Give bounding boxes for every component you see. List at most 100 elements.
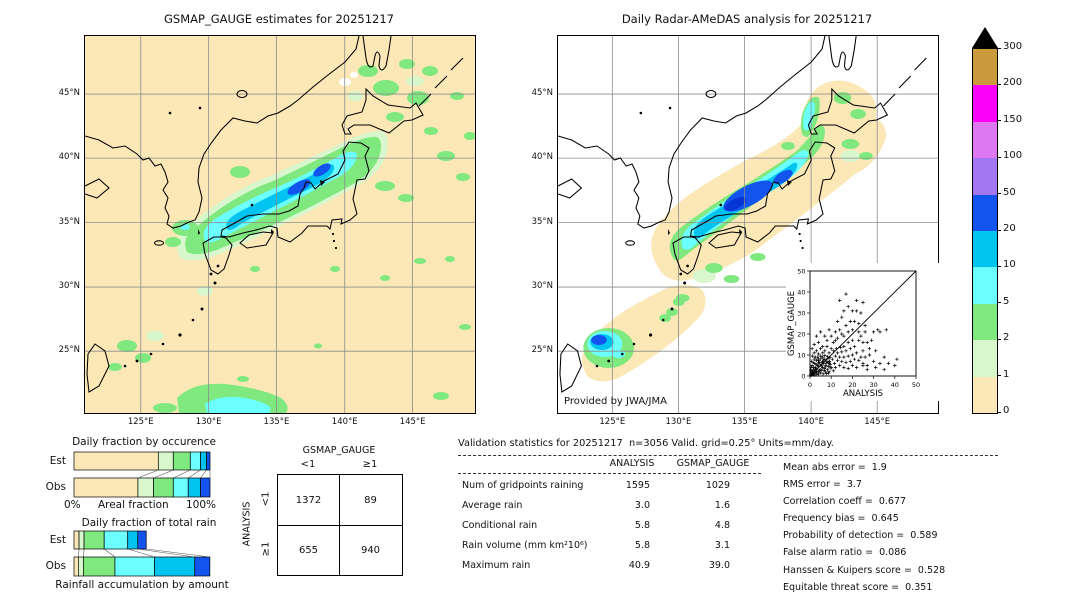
obs-segment-10-20	[154, 556, 196, 577]
occurrence-axis-labels: 0% Areal fraction 100%	[64, 499, 216, 511]
score-line: Hanssen & Kuipers score = 0.528	[783, 564, 946, 576]
occurrence-chart	[73, 451, 211, 498]
gsmap-map: 125°E 130°E 135°E 140°E 145°E 45°N 40°N 35°N 30°…	[59, 35, 476, 427]
lon-tick-label: 140°E	[798, 417, 824, 427]
colorbar-tick	[997, 411, 1001, 413]
lat-tick-label: 35°N	[58, 216, 80, 227]
est-segment-5-10	[103, 530, 129, 550]
occurrence-est-label: Est	[49, 455, 66, 467]
validation-col-gsmap: GSMAP_GAUGE	[676, 458, 750, 469]
lon-tick-label: 135°E	[731, 417, 758, 427]
colorbar-tick-label: 100	[1003, 150, 1023, 162]
contingency-col-ge1: ≥1	[362, 459, 378, 470]
colorbar-segment	[973, 340, 997, 377]
credit-text: Provided by JWA/JMA	[564, 396, 667, 407]
colorbar	[972, 48, 998, 414]
colorbar-segment	[973, 231, 997, 268]
validation-col-analysis: ANALYSIS	[609, 458, 655, 469]
colorbar-tick-label: 300	[1003, 41, 1023, 52]
lat-tick-label: 40°N	[58, 152, 80, 163]
svg-text:10: 10	[797, 351, 805, 359]
validation-title: Validation statistics for 20251217 n=305…	[458, 438, 834, 449]
gsmap-map-canvas	[85, 36, 475, 413]
contingency-cell-miss: 655	[298, 545, 319, 556]
est-segment-5-10	[189, 451, 201, 471]
scatter-inset-canvas: 00 10 10 20 20 30 30 40 40 50 50 ANALYSIS GSMAP_GAUG…	[787, 267, 920, 399]
axis-0pct: 0%	[64, 499, 81, 511]
colorbar-tick	[997, 338, 1001, 340]
stat-gsmap-value: 3.1	[714, 540, 730, 551]
total-rain-obs-label: Obs	[45, 560, 66, 572]
obs-segment-20-50	[200, 477, 211, 498]
lat-tick-label: 40°N	[531, 152, 553, 163]
inset-ylabel: GSMAP_GAUGE	[787, 291, 797, 356]
est-segment-0-1	[73, 451, 159, 471]
colorbar-tick-label: 150	[1003, 113, 1023, 125]
scatter-points	[808, 292, 899, 377]
obs-segment-5-10	[172, 477, 189, 498]
stat-analysis-value: 40.9	[628, 560, 650, 571]
est-segment-2-5	[172, 451, 191, 471]
colorbar-tick-label: 20	[1003, 223, 1016, 234]
obs-segment-2-5	[153, 477, 174, 498]
lon-tick-label: 135°E	[263, 417, 290, 427]
table-row: Average rain 3.0 1.6	[462, 500, 762, 520]
colorbar-tick	[997, 302, 1001, 304]
table-row: Num of gridpoints raining 1595 1029	[462, 480, 762, 500]
radar-map: Provided by JWA/JMA 0 0 10 10 20 20 30 30 40 40 50…	[532, 35, 944, 427]
score-line: Probability of detection = 0.589	[783, 530, 938, 542]
svg-text:50: 50	[797, 267, 805, 275]
stat-gsmap-value: 1029	[705, 480, 730, 491]
stat-label: Rain volume (mm km²10⁶)	[462, 540, 588, 551]
divider-dashed-top	[458, 455, 998, 456]
colorbar-tick	[997, 47, 1001, 49]
colorbar-tick	[997, 265, 1001, 267]
right-map-title: Daily Radar-AMeDAS analysis for 20251217	[621, 12, 873, 26]
lat-tick-label: 30°N	[58, 281, 80, 292]
score-line: Mean abs error = 1.9	[783, 462, 887, 473]
contingency-row-ge1: ≥1	[260, 541, 272, 557]
lon-tick-label: 145°E	[864, 417, 891, 427]
lon-tick-label: 125°E	[127, 417, 154, 427]
table-row: Maximum rain 40.9 39.0	[462, 560, 762, 580]
colorbar-segment	[973, 121, 997, 159]
rain-core-dark-blue	[724, 196, 746, 212]
est-segment-1-2	[157, 451, 174, 471]
colorbar-over-triangle	[972, 27, 998, 48]
lat-tick-label: 35°N	[531, 216, 553, 227]
stat-analysis-value: 1595	[625, 480, 650, 491]
obs-segment-20-50	[194, 556, 211, 577]
colorbar-tick-label: 1	[1003, 368, 1010, 380]
colorbar-tick	[997, 193, 1001, 195]
obs-segment-1-2	[78, 556, 84, 577]
score-line: Correlation coeff = 0.677	[783, 496, 907, 508]
contingency-col-lt1: <1	[300, 459, 316, 470]
table-row: Conditional rain 5.8 4.8	[462, 520, 762, 540]
stat-analysis-value: 5.8	[634, 520, 650, 531]
total-rain-chart-title: Daily fraction of total rain	[81, 517, 217, 529]
stat-analysis-value: 5.8	[634, 540, 650, 551]
colorbar-tick-label: 10	[1003, 259, 1016, 271]
colorbar-segment	[973, 267, 997, 304]
stat-label: Maximum rain	[462, 560, 531, 571]
left-map-title: GSMAP_GAUGE estimates for 20251217	[164, 12, 394, 26]
svg-text:40: 40	[891, 381, 899, 389]
est-segment-0-1	[73, 530, 80, 550]
stat-gsmap-value: 4.8	[714, 520, 730, 531]
colorbar-tick	[997, 120, 1001, 122]
stat-label: Average rain	[462, 500, 523, 511]
obs-segment-0-1	[73, 556, 79, 577]
contingency-cell-hit: 940	[360, 545, 381, 556]
stat-analysis-value: 3.0	[634, 500, 650, 511]
lon-tick-label: 125°E	[599, 417, 626, 427]
occurrence-obs-label: Obs	[45, 481, 66, 493]
svg-text:50: 50	[912, 381, 920, 389]
table-row: Rain volume (mm km²10⁶) 5.8 3.1	[462, 540, 762, 560]
colorbar-tick	[997, 156, 1001, 158]
lat-tick-label: 25°N	[58, 345, 80, 356]
svg-text:0: 0	[801, 372, 805, 380]
colorbar-tick	[997, 229, 1001, 231]
validation-rows: Num of gridpoints raining 1595 1029 Average…	[462, 480, 762, 580]
svg-text:10: 10	[827, 381, 835, 389]
